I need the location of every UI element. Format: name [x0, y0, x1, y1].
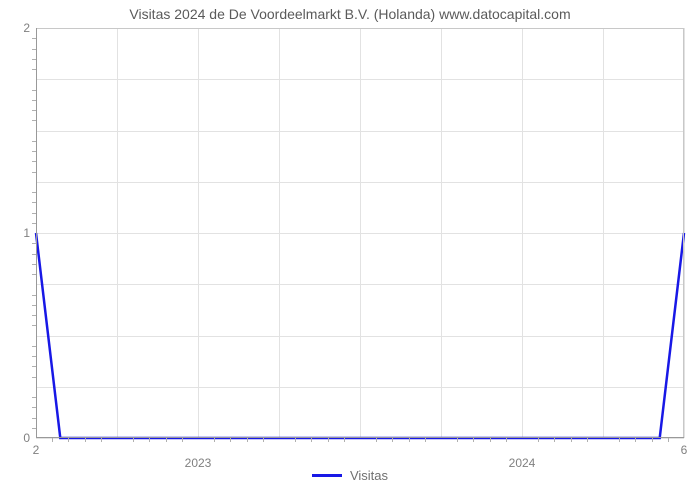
- y-minor-tick: [32, 192, 36, 193]
- x-minor-tick: [214, 438, 215, 442]
- x-tick-label: 6: [681, 438, 688, 457]
- legend: Visitas: [0, 464, 700, 483]
- x-minor-tick: [182, 438, 183, 442]
- x-minor-tick: [328, 438, 329, 442]
- x-minor-tick: [344, 438, 345, 442]
- x-minor-tick: [101, 438, 102, 442]
- x-minor-tick: [295, 438, 296, 442]
- x-minor-tick: [473, 438, 474, 442]
- y-minor-tick: [32, 346, 36, 347]
- y-minor-tick: [32, 356, 36, 357]
- y-minor-tick: [32, 397, 36, 398]
- y-minor-tick: [32, 418, 36, 419]
- y-minor-tick: [32, 305, 36, 306]
- x-minor-tick: [85, 438, 86, 442]
- y-minor-tick: [32, 254, 36, 255]
- y-minor-tick: [32, 161, 36, 162]
- x-minor-tick: [311, 438, 312, 442]
- y-minor-tick: [32, 59, 36, 60]
- x-minor-tick: [587, 438, 588, 442]
- x-minor-tick: [52, 438, 53, 442]
- y-minor-tick: [32, 151, 36, 152]
- y-minor-tick: [32, 202, 36, 203]
- y-tick-label: 2: [23, 21, 36, 35]
- x-minor-tick: [571, 438, 572, 442]
- x-minor-tick: [425, 438, 426, 442]
- chart-container: Visitas 2024 de De Voordeelmarkt B.V. (H…: [0, 0, 700, 500]
- legend-item: Visitas: [312, 468, 388, 483]
- legend-swatch: [312, 474, 342, 477]
- y-tick-label: 1: [23, 226, 36, 240]
- x-minor-tick: [554, 438, 555, 442]
- y-axis-line: [36, 28, 37, 438]
- x-minor-tick: [457, 438, 458, 442]
- x-minor-tick: [635, 438, 636, 442]
- y-minor-tick: [32, 172, 36, 173]
- y-minor-tick: [32, 377, 36, 378]
- y-minor-tick: [32, 295, 36, 296]
- y-minor-tick: [32, 120, 36, 121]
- x-minor-tick: [68, 438, 69, 442]
- x-minor-tick: [409, 438, 410, 442]
- y-minor-tick: [32, 264, 36, 265]
- x-minor-tick: [668, 438, 669, 442]
- x-minor-tick: [538, 438, 539, 442]
- y-minor-tick: [32, 38, 36, 39]
- plot-area: 0122620232024: [36, 28, 684, 438]
- y-minor-tick: [32, 100, 36, 101]
- y-minor-tick: [32, 110, 36, 111]
- y-minor-tick: [32, 49, 36, 50]
- y-minor-tick: [32, 141, 36, 142]
- x-minor-tick: [392, 438, 393, 442]
- y-minor-tick: [32, 213, 36, 214]
- x-minor-tick: [376, 438, 377, 442]
- y-minor-tick: [32, 407, 36, 408]
- x-minor-tick: [230, 438, 231, 442]
- chart-title: Visitas 2024 de De Voordeelmarkt B.V. (H…: [0, 6, 700, 22]
- y-minor-tick: [32, 428, 36, 429]
- y-minor-tick: [32, 274, 36, 275]
- x-minor-tick: [247, 438, 248, 442]
- x-minor-tick: [133, 438, 134, 442]
- y-minor-tick: [32, 325, 36, 326]
- x-minor-tick: [619, 438, 620, 442]
- legend-label: Visitas: [350, 468, 388, 483]
- series-line: [36, 233, 684, 438]
- x-minor-tick: [506, 438, 507, 442]
- x-minor-tick: [652, 438, 653, 442]
- line-layer: [36, 28, 684, 438]
- x-minor-tick: [166, 438, 167, 442]
- y-minor-tick: [32, 69, 36, 70]
- y-minor-tick: [32, 243, 36, 244]
- y-minor-tick: [32, 366, 36, 367]
- y-minor-tick: [32, 90, 36, 91]
- y-minor-tick: [32, 223, 36, 224]
- x-minor-tick: [490, 438, 491, 442]
- x-tick-label: 2: [33, 438, 40, 457]
- y-minor-tick: [32, 315, 36, 316]
- x-minor-tick: [263, 438, 264, 442]
- x-minor-tick: [149, 438, 150, 442]
- gridline-vertical: [684, 28, 685, 438]
